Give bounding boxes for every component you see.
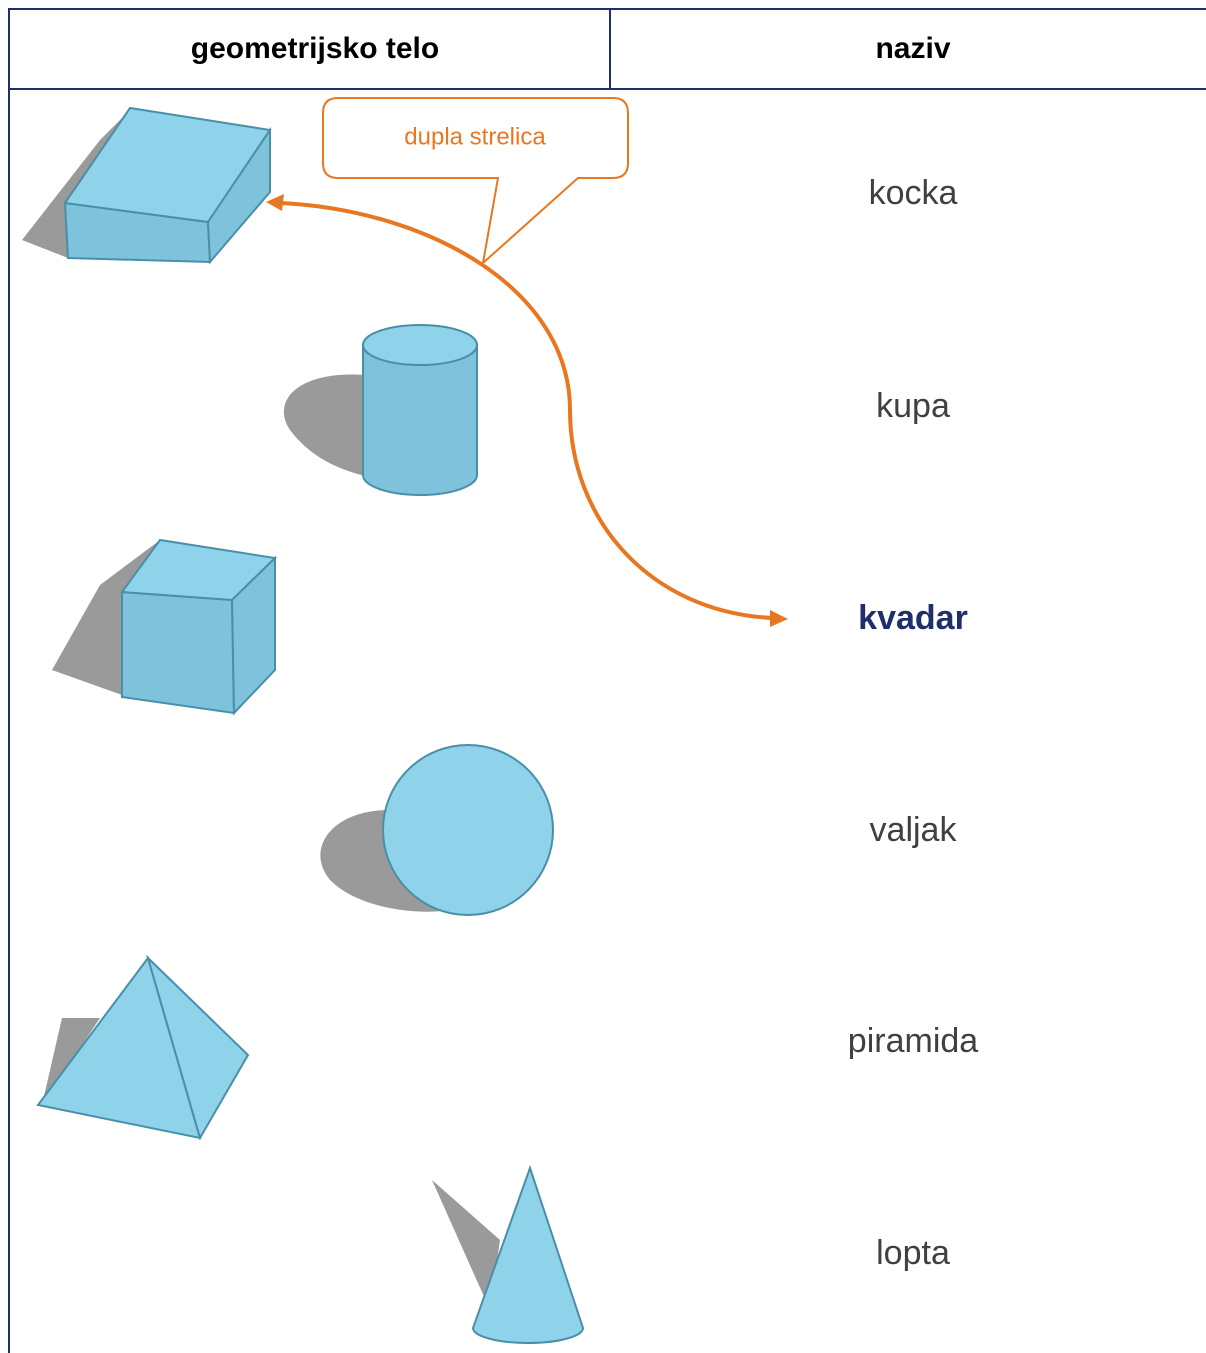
callout-label: dupla strelica [404, 123, 546, 150]
cone-image [432, 1164, 585, 1344]
shape-name: valjak [870, 811, 958, 849]
callout: dupla strelica [322, 97, 629, 266]
header-cell: naziv [875, 32, 950, 65]
shape-name: kupa [876, 387, 950, 425]
header-cell: geometrijsko telo [191, 32, 439, 65]
double-arrow [266, 194, 788, 627]
pyramid-image [36, 954, 250, 1141]
shape-name: kvadar [858, 599, 968, 637]
cylinder-image [283, 324, 478, 496]
table [8, 8, 1206, 1353]
shape-name: lopta [876, 1234, 950, 1272]
shape-name: piramida [848, 1022, 978, 1060]
sphere-image [320, 744, 554, 916]
shape-name: kocka [869, 174, 958, 212]
cuboid-image [22, 106, 272, 265]
cube-image [52, 538, 278, 716]
